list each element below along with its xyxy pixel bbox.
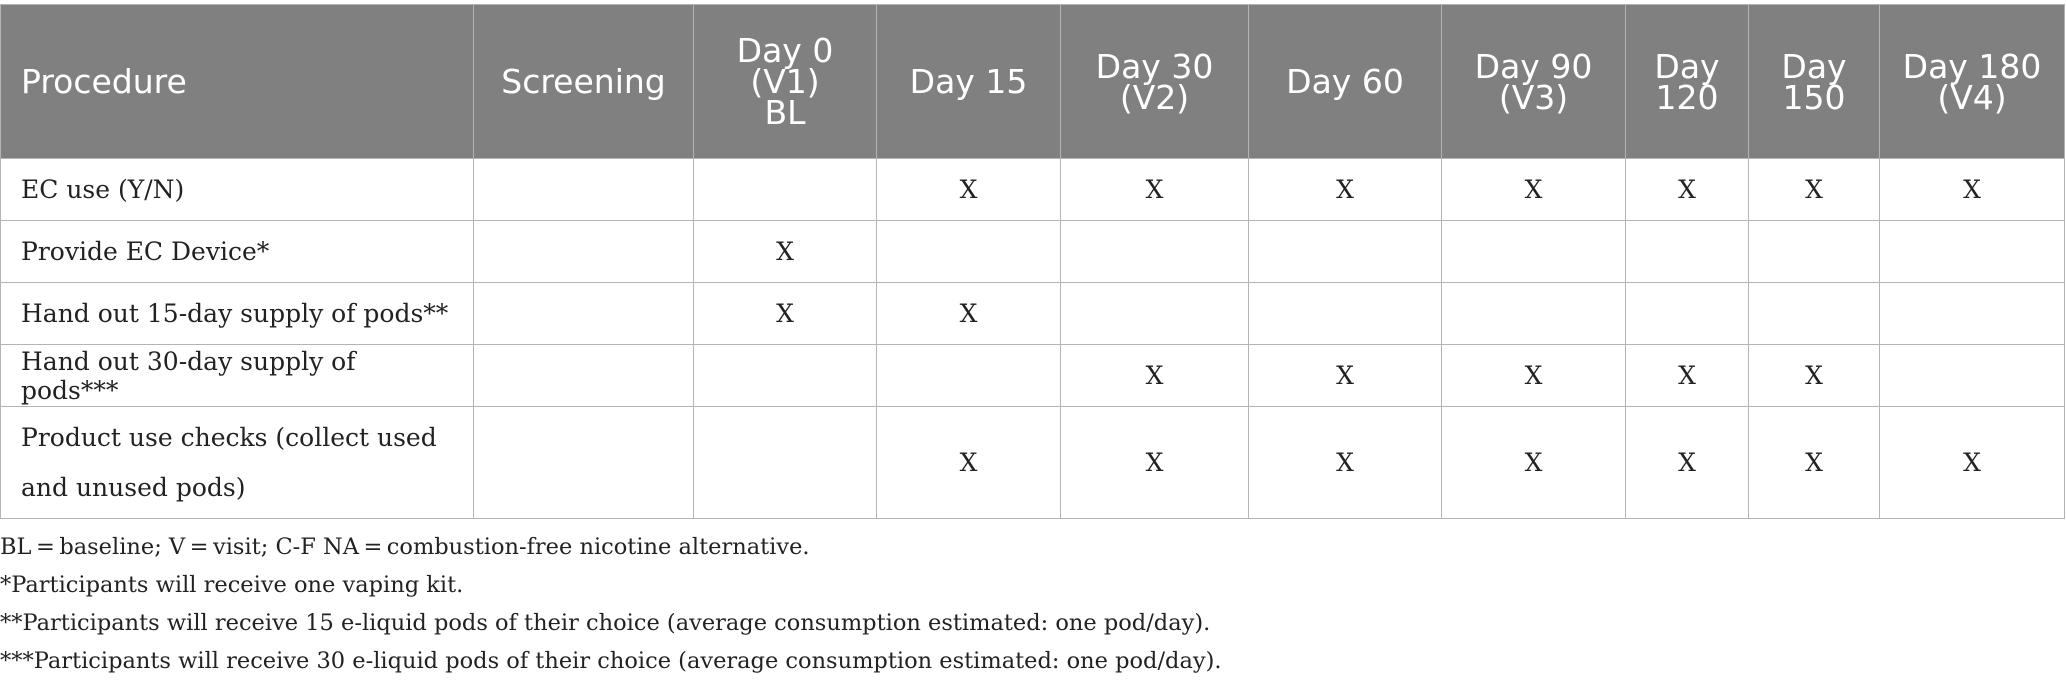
- table-row: Hand out 30-day supply of pods*** X X X …: [0, 344, 2065, 407]
- table-cell: [1625, 220, 1749, 283]
- table-header-row: Procedure Screening Day 0 (V1) BL Day 15 D…: [0, 4, 2065, 159]
- table-cell: [693, 158, 877, 221]
- table-cell: [1248, 282, 1442, 345]
- table-cell: X: [1060, 158, 1249, 221]
- table-cell: [1248, 220, 1442, 283]
- table-cell: [876, 220, 1061, 283]
- table-cell: X: [693, 282, 877, 345]
- table-cell: [693, 344, 877, 407]
- table-cell: [876, 344, 1061, 407]
- table-cell: [1748, 282, 1880, 345]
- footnote-double-asterisk: **Participants will receive 15 e-liquid …: [0, 610, 1211, 636]
- table-cell: [473, 406, 694, 519]
- table-cell: X: [1748, 158, 1880, 221]
- table-cell: X: [1248, 406, 1442, 519]
- table-row: EC use (Y/N) X X X X X X X: [0, 158, 2065, 221]
- schedule-table: Procedure Screening Day 0 (V1) BL Day 15 D…: [0, 4, 2065, 519]
- column-header-day-60: Day 60: [1248, 4, 1442, 159]
- table-cell: [1441, 220, 1626, 283]
- table-row: Hand out 15-day supply of pods** X X: [0, 282, 2065, 345]
- table-cell: [1060, 220, 1249, 283]
- procedure-cell: Provide EC Device*: [0, 220, 474, 283]
- table-cell: [1748, 220, 1880, 283]
- column-header-day-15: Day 15: [876, 4, 1061, 159]
- table-cell: X: [1441, 158, 1626, 221]
- table-row: Provide EC Device* X: [0, 220, 2065, 283]
- column-header-day-180: Day 180 (V4): [1879, 4, 2065, 159]
- table-cell: X: [1060, 344, 1249, 407]
- table-cell: [1879, 344, 2065, 407]
- footnote-single-asterisk: *Participants will receive one vaping ki…: [0, 572, 464, 598]
- table-cell: [473, 158, 694, 221]
- procedure-cell: Product use checks (collect used and unu…: [0, 406, 474, 519]
- table-cell: X: [1248, 344, 1442, 407]
- table-cell: [473, 220, 694, 283]
- table-cell: X: [1879, 158, 2065, 221]
- table-cell: [1879, 220, 2065, 283]
- table-cell: X: [876, 282, 1061, 345]
- table-cell: X: [1441, 344, 1626, 407]
- table-cell: X: [1879, 406, 2065, 519]
- footnote-abbreviations: BL = baseline; V = visit; C-F NA = combu…: [0, 534, 810, 560]
- column-header-day-90: Day 90 (V3): [1441, 4, 1626, 159]
- table-cell: X: [1748, 344, 1880, 407]
- column-header-day-0: Day 0 (V1) BL: [693, 4, 877, 159]
- table-cell: X: [876, 406, 1061, 519]
- table-cell: X: [1748, 406, 1880, 519]
- procedure-cell: Hand out 30-day supply of pods***: [0, 344, 474, 407]
- table-cell: X: [1625, 406, 1749, 519]
- footnote-triple-asterisk: ***Participants will receive 30 e-liquid…: [0, 648, 1222, 674]
- column-header-day-120: Day 120: [1625, 4, 1749, 159]
- table-cell: X: [693, 220, 877, 283]
- column-header-day-150: Day 150: [1748, 4, 1880, 159]
- procedure-cell: Hand out 15-day supply of pods**: [0, 282, 474, 345]
- table-footnotes: BL = baseline; V = visit; C-F NA = combu…: [0, 528, 2060, 680]
- table-cell: X: [1060, 406, 1249, 519]
- table-cell: X: [1625, 344, 1749, 407]
- table-cell: [473, 282, 694, 345]
- table-cell: X: [1248, 158, 1442, 221]
- table-cell: [1060, 282, 1249, 345]
- procedure-cell: EC use (Y/N): [0, 158, 474, 221]
- table-cell: [1441, 282, 1626, 345]
- column-header-screening: Screening: [473, 4, 694, 159]
- table-row: Product use checks (collect used and unu…: [0, 406, 2065, 519]
- table-cell: [473, 344, 694, 407]
- table-cell: X: [1441, 406, 1626, 519]
- column-header-day-30: Day 30 (V2): [1060, 4, 1249, 159]
- table-cell: [1625, 282, 1749, 345]
- table-cell: X: [1625, 158, 1749, 221]
- table-cell: X: [876, 158, 1061, 221]
- table-cell: [1879, 282, 2065, 345]
- table-cell: [693, 406, 877, 519]
- column-header-procedure: Procedure: [0, 4, 474, 159]
